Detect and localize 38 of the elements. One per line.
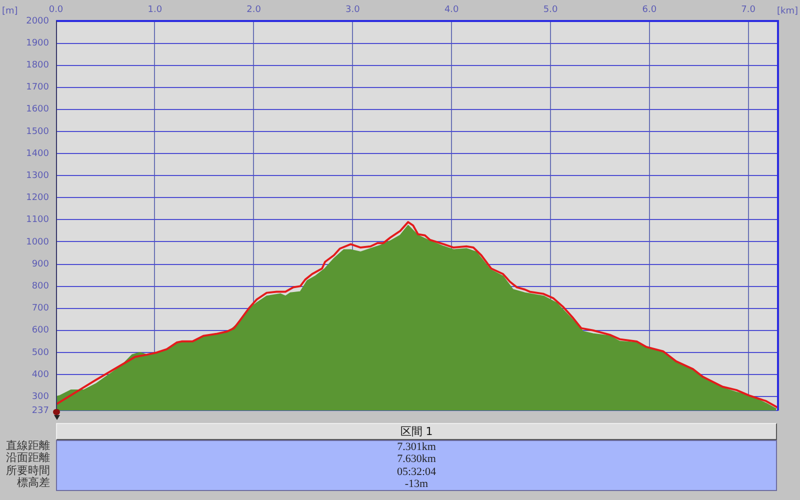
text: 所要時間: [5, 464, 50, 477]
x-tick-label: 4.0: [444, 4, 460, 15]
text: -13m: [404, 478, 430, 490]
x-axis-title: [km]: [776, 6, 798, 16]
text: 区間 1: [56, 423, 777, 440]
x-tick-label: 0.0: [48, 4, 64, 15]
y-tick-label: 2000: [26, 16, 50, 26]
x-tick-label: 2.0: [246, 4, 262, 15]
y-tick-label: 500: [32, 348, 50, 358]
y-tick-label: 1400: [26, 148, 50, 159]
y-tick-label: 1300: [26, 171, 50, 182]
x-tick-label: 5.0: [543, 4, 558, 15]
text: 沿面距離: [5, 451, 50, 464]
y-tick-label: 600: [32, 326, 50, 336]
y-tick-label: 300: [32, 392, 50, 402]
text: 7.301km: [396, 441, 437, 453]
y-tick-label: 900: [32, 259, 50, 270]
y-tick-label: 1000: [26, 237, 50, 248]
y-tick-label: 1100: [26, 215, 50, 226]
y-tick-label: 1900: [26, 38, 50, 48]
text: 直線距離: [5, 439, 50, 452]
y-tick-label: 1600: [26, 104, 50, 115]
y-tick-label: 1500: [26, 126, 50, 137]
y-tick-label: 800: [32, 282, 50, 292]
x-tick-label: 1.0: [148, 4, 162, 15]
text: 05:32:04: [396, 466, 438, 478]
y-tick-label: 1800: [26, 60, 50, 71]
y-tick-label: 1200: [26, 193, 50, 204]
y-tick-label: 400: [32, 370, 50, 380]
y-tick-label: 700: [32, 304, 50, 314]
y-tick-label: 237: [32, 406, 49, 416]
y-axis-title: [m]: [2, 6, 18, 16]
text: 7.630km: [396, 453, 437, 466]
x-tick-label: 3.0: [346, 4, 360, 15]
text: 標高差: [16, 476, 50, 489]
x-tick-label: 6.0: [642, 4, 657, 15]
y-tick-label: 1700: [26, 82, 50, 93]
x-tick-label: 7.0: [741, 4, 756, 15]
